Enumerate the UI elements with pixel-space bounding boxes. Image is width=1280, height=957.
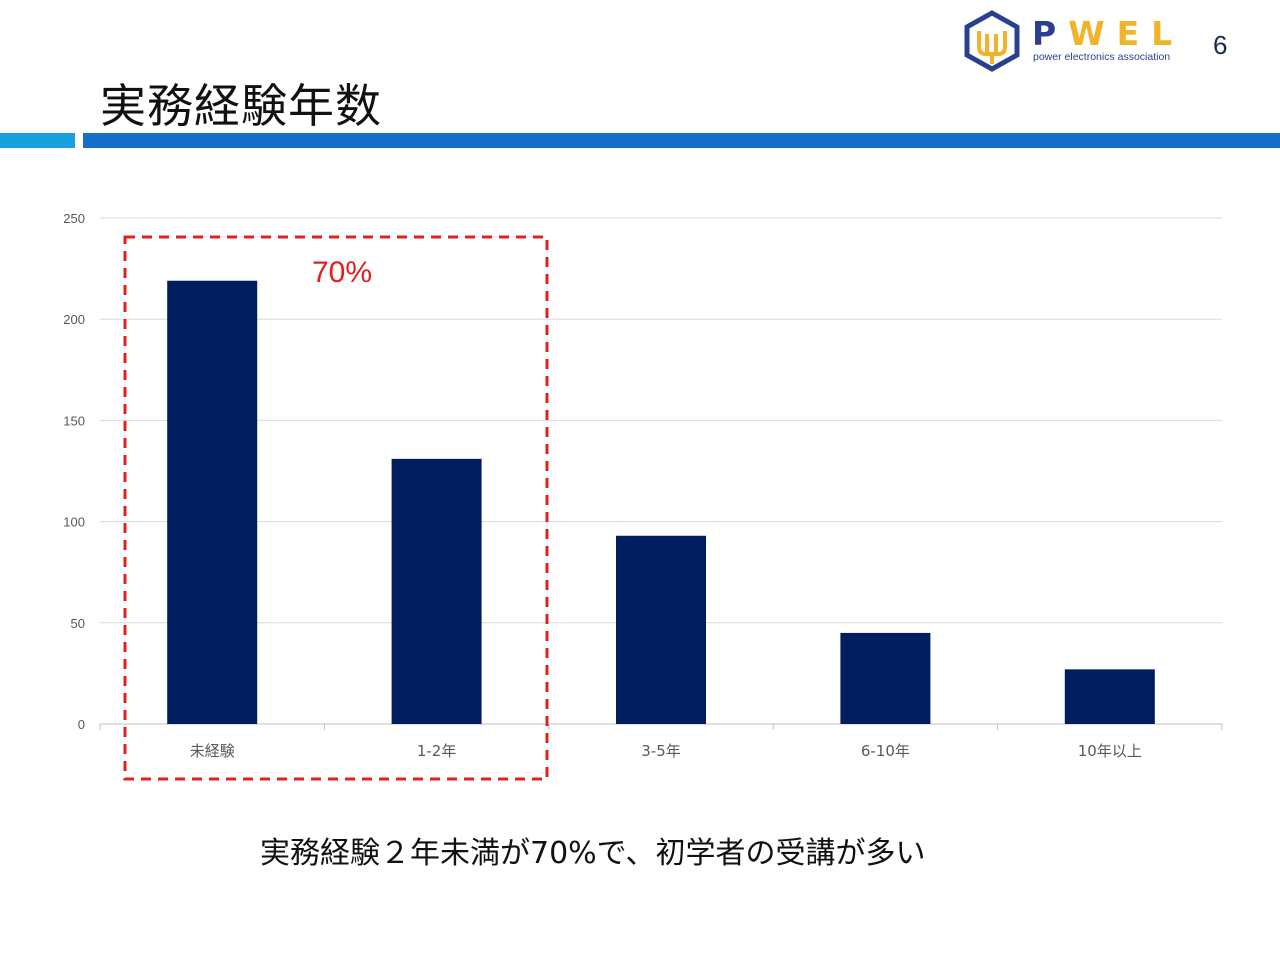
label-layer: 0 50 100 150 200 250 未経験 1-2年 3-5年 6-10年 10年以上 bbox=[63, 211, 1142, 760]
annotation-label: 70% bbox=[312, 256, 372, 289]
y-tick-label: 150 bbox=[63, 413, 85, 428]
y-tick-label: 100 bbox=[63, 515, 85, 530]
y-tick-label: 250 bbox=[63, 211, 85, 226]
bar bbox=[1064, 669, 1155, 724]
bar-layer bbox=[167, 280, 1155, 724]
x-tick-label: 未経験 bbox=[190, 742, 235, 760]
bar bbox=[391, 458, 482, 724]
y-tick-label: 50 bbox=[71, 616, 85, 631]
y-tick-label: 0 bbox=[78, 717, 85, 732]
x-tick-label: 10年以上 bbox=[1078, 742, 1142, 760]
highlight-box bbox=[123, 235, 549, 781]
y-tick-label: 200 bbox=[63, 312, 85, 327]
x-tick-label: 3-5年 bbox=[641, 742, 681, 760]
page-number: 6 bbox=[1213, 30, 1228, 60]
logo-wordmark: PWEL bbox=[1032, 14, 1184, 53]
pwel-logo-icon bbox=[964, 10, 1020, 72]
accent-bar-left bbox=[0, 133, 75, 148]
page-title: 実務経験年数 bbox=[100, 79, 382, 133]
accent-bar-right bbox=[83, 133, 1280, 148]
logo-subtitle: power electronics association bbox=[1033, 51, 1171, 63]
logo-letter: E bbox=[1116, 14, 1152, 53]
logo-letter: W bbox=[1068, 14, 1117, 53]
bar bbox=[616, 535, 706, 724]
bar bbox=[167, 280, 258, 724]
bar bbox=[840, 632, 931, 724]
summary-caption: 実務経験２年未満が70%で、初学者の受講が多い bbox=[260, 836, 926, 871]
pwel-logo: PWEL power electronics association bbox=[962, 10, 1192, 72]
x-tick-label: 6-10年 bbox=[861, 742, 910, 760]
x-tick-label: 1-2年 bbox=[417, 742, 457, 760]
logo-letter: P bbox=[1032, 14, 1069, 53]
logo-letter: L bbox=[1151, 14, 1185, 53]
